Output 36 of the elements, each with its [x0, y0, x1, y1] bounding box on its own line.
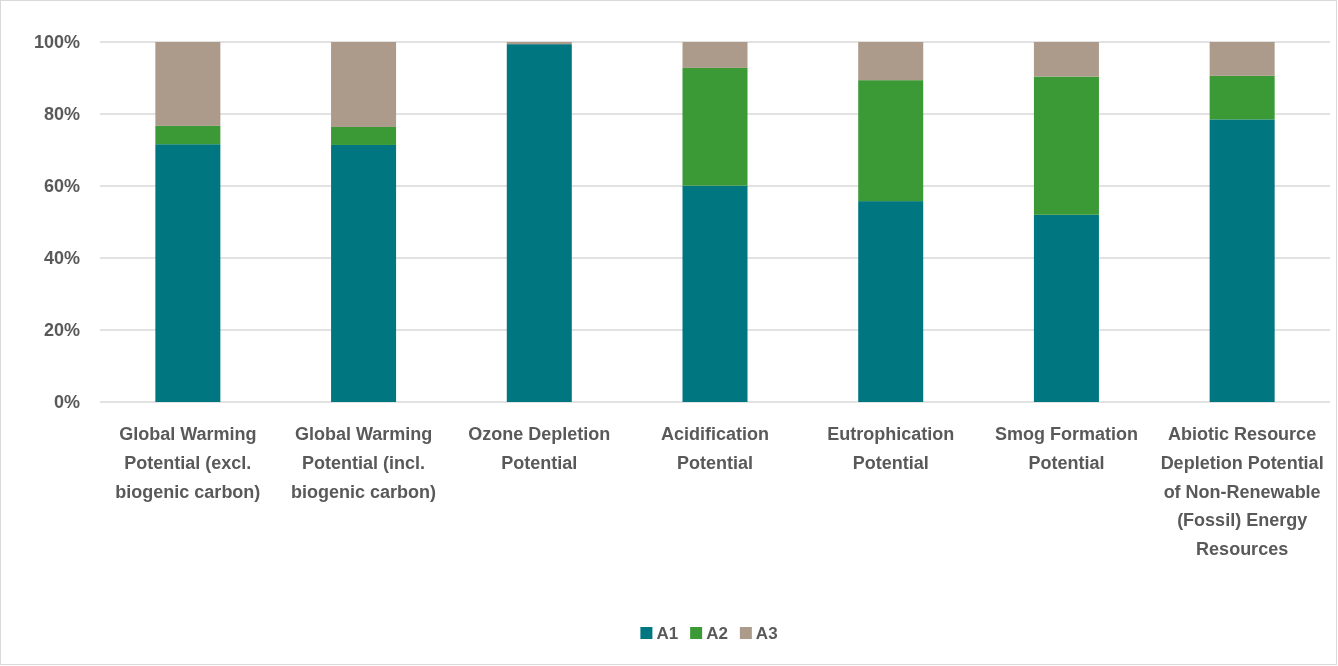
- bar: [682, 185, 748, 402]
- bar: [1033, 76, 1099, 215]
- bar: [1209, 42, 1275, 76]
- bar: [1209, 119, 1275, 402]
- legend-label: A3: [755, 623, 778, 643]
- bar: [1033, 214, 1099, 402]
- bar: [155, 42, 221, 126]
- bar: [331, 126, 397, 145]
- x-tick-label: Smog Formation Potential: [994, 424, 1138, 473]
- y-tick-label: 100%: [33, 32, 80, 53]
- legend-label: A1: [656, 623, 679, 643]
- y-tick-label: 80%: [43, 104, 80, 125]
- bar: [331, 144, 397, 402]
- bar: [682, 42, 748, 68]
- x-tick-label: Ozone Depletion Potential: [468, 424, 611, 473]
- x-tick-label: Acidification Potential: [660, 424, 770, 473]
- bar: [1033, 42, 1099, 77]
- bar: [1209, 75, 1275, 120]
- x-tick-label: Abiotic Resource Depletion Potential of Non-Renewable (Fossil) Energy Resources: [1160, 424, 1324, 560]
- legend-label: A2: [706, 623, 728, 643]
- bar: [155, 144, 221, 402]
- x-tick-label: Eutrophication Potential: [827, 424, 955, 473]
- bar: [155, 125, 221, 145]
- bar: [506, 42, 572, 45]
- bar: [506, 44, 572, 402]
- x-tick-label: Global Warming Potential (incl. biogenic carbon): [291, 424, 437, 502]
- y-tick-label: 60%: [43, 176, 80, 197]
- bar: [858, 80, 924, 202]
- y-tick-label: 40%: [43, 248, 80, 269]
- y-tick-label: 0%: [53, 392, 80, 413]
- x-tick-label: Global Warming Potential (excl. biogenic carbon): [115, 424, 261, 502]
- bar: [858, 42, 924, 81]
- bar: [682, 67, 748, 186]
- bar: [858, 201, 924, 402]
- y-tick-label: 20%: [43, 320, 80, 341]
- bar: [331, 42, 397, 127]
